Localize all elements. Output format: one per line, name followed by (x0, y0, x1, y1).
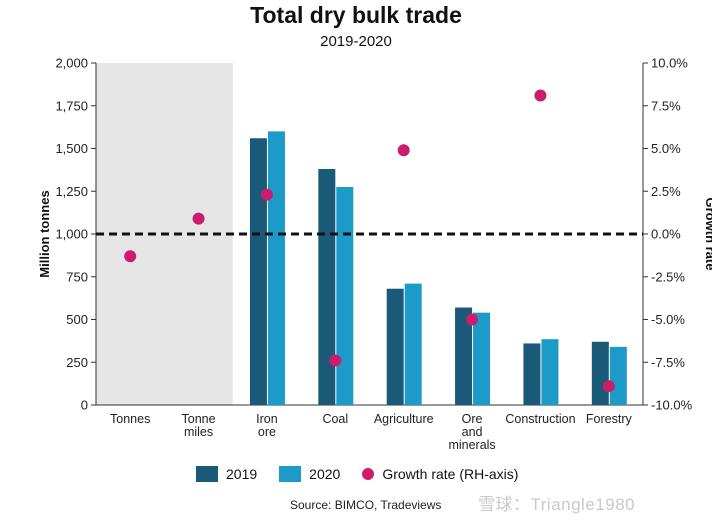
bar-2019 (591, 341, 609, 405)
legend-label-2020: 2020 (309, 466, 341, 482)
legend: 2019 2020 Growth rate (RH-axis) (196, 466, 540, 482)
bar-2020 (336, 186, 354, 405)
bar-2020 (609, 346, 627, 405)
y-tick-label: 1,500 (55, 141, 88, 156)
legend-item-growth: Growth rate (RH-axis) (362, 466, 518, 482)
chart-title: Total dry bulk trade (250, 2, 462, 28)
bar-2020 (404, 283, 422, 405)
legend-swatch-2020 (279, 466, 302, 482)
bar-2019 (318, 169, 336, 405)
legend-swatch-2019 (196, 466, 218, 482)
legend-item-2020: 2020 (279, 466, 340, 482)
x-tick-label: Forestry (586, 412, 633, 426)
x-tick-label: Construction (505, 412, 575, 426)
x-tick-label: miles (184, 425, 213, 439)
bar-2019 (523, 343, 541, 405)
chart-subtitle: 2019-2020 (320, 33, 392, 50)
bar-2019 (386, 288, 404, 405)
x-tick-label: minerals (448, 438, 495, 452)
y-tick-label: 500 (66, 312, 88, 327)
growth-point (329, 354, 342, 367)
x-tick-label: and (462, 425, 483, 439)
y-tick-label: 2,000 (55, 56, 88, 71)
y-tick-label: 1,250 (55, 184, 88, 199)
source-note: Source: BIMCO, Tradeviews (290, 498, 442, 512)
y-axis-title: Million tonnes (37, 190, 52, 277)
y-tick-label: 1,000 (55, 227, 88, 242)
y2-tick-label: -2.5% (651, 269, 685, 284)
growth-point (124, 250, 137, 263)
bar-2020 (267, 131, 285, 405)
legend-label-growth: Growth rate (RH-axis) (382, 466, 519, 482)
y2-tick-label: -5.0% (651, 312, 685, 327)
growth-point (466, 313, 479, 326)
growth-point (397, 144, 410, 157)
x-tick-label: Agriculture (374, 412, 434, 426)
bar-2020 (541, 339, 559, 405)
legend-label-2019: 2019 (226, 466, 258, 482)
y2-tick-label: 7.5% (651, 98, 681, 113)
y-tick-label: 250 (66, 355, 88, 370)
growth-point (260, 188, 273, 201)
y2-tick-label: 5.0% (651, 141, 681, 156)
x-tick-label: ore (258, 425, 276, 439)
y2-tick-label: 10.0% (651, 56, 688, 71)
bar-2020 (473, 312, 491, 405)
x-tick-label: Coal (322, 412, 348, 426)
y-tick-label: 750 (66, 269, 88, 284)
y-tick-label: 0 (81, 398, 88, 413)
legend-swatch-growth (362, 468, 375, 480)
watermark: 雪球：Triangle1980 (478, 495, 636, 514)
y2-tick-label: 0.0% (651, 227, 681, 242)
y2-tick-label: 2.5% (651, 184, 681, 199)
x-tick-label: Tonnes (110, 412, 150, 426)
bar-2019 (455, 307, 473, 405)
y2-tick-label: -7.5% (651, 355, 685, 370)
bar-2019 (249, 138, 267, 406)
y2-tick-label: -10.0% (651, 398, 693, 413)
x-tick-label: Ore (462, 412, 483, 426)
growth-point (602, 380, 615, 393)
growth-point (192, 212, 205, 225)
x-tick-label: Iron (256, 412, 278, 426)
legend-item-2019: 2019 (196, 466, 257, 482)
growth-point (534, 89, 547, 102)
x-tick-label: Tonne (182, 412, 216, 426)
y-tick-label: 1,750 (55, 98, 88, 113)
chart-area: 0 250 500 750 1,000 1,250 1,500 1,750 2,000 -10.0… (37, 56, 712, 453)
y2-axis-title: Growth rate (703, 198, 712, 271)
